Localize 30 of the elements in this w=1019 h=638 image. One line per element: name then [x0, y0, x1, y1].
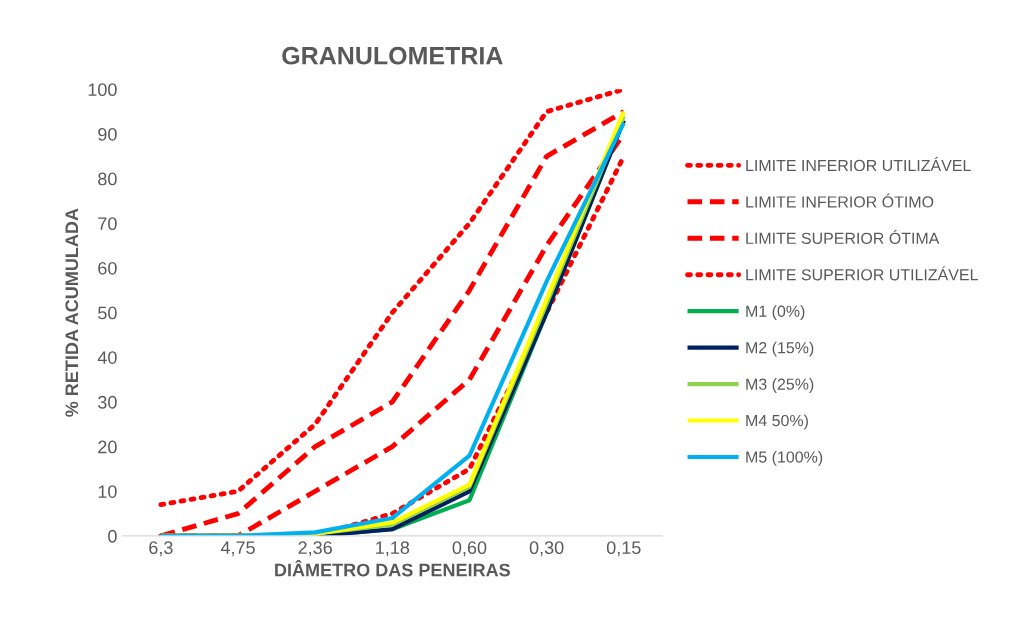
- y-axis-title: % RETIDA ACUMULADA: [65, 208, 79, 417]
- legend-label: M1 (0%): [746, 305, 805, 321]
- x-tick-label: 1,18: [376, 541, 410, 557]
- legend-label: M4 50%): [746, 414, 808, 430]
- x-tick-label: 0,15: [606, 541, 641, 557]
- y-tick-label: 10: [98, 485, 117, 498]
- y-tick-label: 80: [98, 172, 117, 186]
- y-tick-label: 40: [97, 351, 117, 364]
- legend-label: M5 (100%): [746, 450, 823, 466]
- legend-label: LIMITE SUPERIOR ÓTIMA: [746, 230, 940, 244]
- y-tick-label: 0: [108, 529, 117, 543]
- y-tick-label: 50: [98, 306, 117, 320]
- chart-title: GRANULOMETRIA: [282, 46, 503, 65]
- legend-label: M3 (25%): [746, 378, 814, 393]
- y-tick-label: 20: [98, 440, 117, 454]
- legend-label: LIMITE INFERIOR UTILIZÁVEL: [746, 157, 971, 172]
- legend-label: LIMITE SUPERIOR UTILIZÁVEL: [746, 266, 978, 281]
- y-tick-label: 60: [98, 261, 117, 275]
- x-tick-label: 0,30: [529, 541, 564, 557]
- y-tick-label: 30: [98, 395, 117, 409]
- legend-label: M2 (15%): [746, 341, 814, 357]
- y-tick-label: 70: [98, 217, 117, 231]
- y-tick-label: 100: [88, 83, 117, 97]
- x-tick-label: 0,60: [452, 541, 487, 557]
- x-axis-title: DIÂMETRO DAS PENEIRAS: [275, 560, 510, 577]
- y-tick-label: 90: [98, 127, 117, 141]
- legend-label: LIMITE INFERIOR ÓTIMO: [746, 193, 934, 208]
- x-tick-label: 2,36: [298, 541, 332, 557]
- x-tick-label: 4,75: [220, 541, 255, 557]
- x-tick-label: 6,3: [149, 541, 173, 557]
